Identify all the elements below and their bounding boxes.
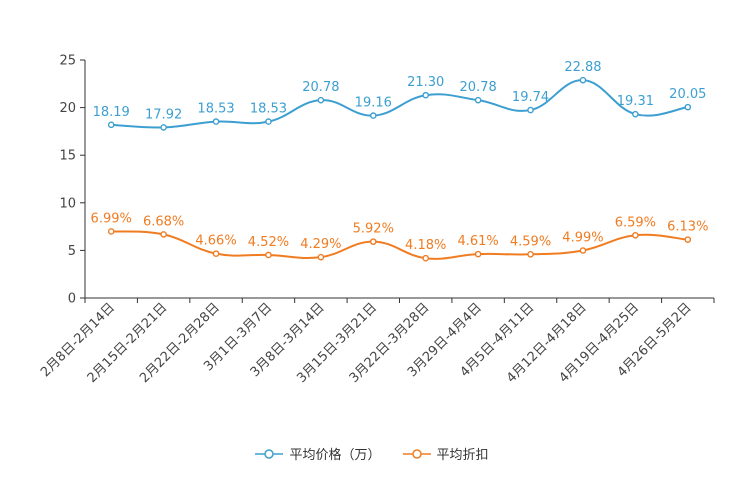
data-label: 6.59% (615, 215, 656, 230)
data-label: 6.68% (143, 214, 184, 229)
data-point (212, 118, 220, 125)
data-label: 6.13% (667, 220, 708, 235)
data-label: 18.53 (197, 102, 234, 117)
series-line (111, 230, 688, 260)
data-point (527, 251, 534, 258)
data-label: 20.78 (460, 80, 497, 95)
data-label: 4.52% (248, 235, 289, 250)
legend-label: 平均折扣 (436, 448, 489, 463)
data-point (474, 96, 482, 104)
data-label: 20.05 (669, 87, 706, 102)
data-label: 18.53 (250, 102, 287, 117)
data-label: 20.78 (302, 80, 339, 95)
legend-label: 平均价格（万） (289, 448, 381, 463)
legend-swatch-icon (402, 448, 431, 459)
data-label: 6.99% (91, 211, 132, 226)
series-1: 18.19 17.92 18.53 18.53 20.78 19.16 21.30 20.78… (93, 60, 706, 131)
data-point (160, 124, 167, 131)
series-2: 6.99% 6.68% 4.66% 4.52% 4.29% 5.92% 4.18% 4.61%… (91, 211, 708, 262)
y-tick-label: 0 (68, 292, 76, 307)
data-label: 5.92% (353, 222, 394, 237)
data-label: 19.74 (512, 90, 549, 105)
data-point (107, 228, 115, 235)
data-point (684, 236, 692, 243)
data-label: 4.66% (195, 234, 236, 249)
y-tick-label: 20 (59, 101, 76, 116)
data-label: 19.31 (617, 94, 654, 109)
data-point (632, 231, 639, 239)
data-point (422, 254, 430, 262)
data-label: 4.59% (510, 234, 551, 249)
data-label: 4.99% (562, 230, 603, 245)
data-point (632, 110, 639, 118)
legend-swatch-icon (255, 448, 284, 459)
y-tick-label: 5 (68, 244, 76, 259)
data-label: 4.18% (405, 238, 446, 253)
data-point (265, 251, 272, 259)
data-label: 4.29% (300, 237, 341, 252)
data-point (527, 106, 534, 114)
data-point (107, 121, 115, 129)
data-label: 19.16 (355, 96, 392, 111)
data-point (369, 238, 377, 245)
data-point (579, 76, 587, 84)
data-point (474, 250, 482, 258)
legend-item-2[interactable]: 平均折扣 (402, 444, 489, 463)
data-point (317, 96, 325, 104)
y-tick-label: 10 (59, 196, 76, 211)
data-point (369, 112, 377, 119)
data-point (422, 91, 430, 99)
data-label: 18.19 (93, 105, 130, 120)
chart-series: 18.19 17.92 18.53 18.53 20.78 19.16 21.30 20.78… (91, 60, 708, 262)
data-point (317, 253, 325, 261)
chart-legend: 平均价格（万） 平均折扣 (0, 444, 744, 463)
data-point (684, 103, 692, 111)
legend-item-1[interactable]: 平均价格（万） (255, 444, 381, 463)
data-point (579, 247, 587, 254)
y-tick-label: 25 (59, 54, 76, 69)
y-tick-label: 15 (59, 149, 76, 164)
data-label: 17.92 (145, 107, 182, 122)
data-label: 21.30 (407, 75, 444, 90)
data-label: 22.88 (564, 60, 601, 75)
data-point (265, 118, 272, 125)
data-point (212, 250, 220, 257)
data-label: 4.61% (457, 234, 498, 249)
data-point (160, 231, 167, 238)
